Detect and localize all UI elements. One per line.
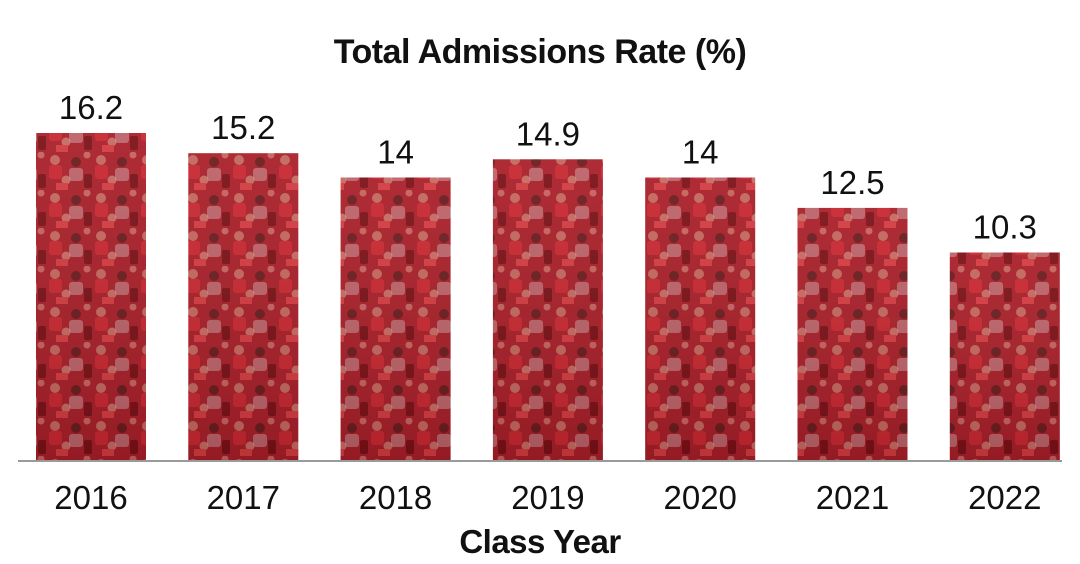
bar-shade-2019 (492, 159, 603, 462)
value-label-2018: 14 (377, 134, 414, 171)
x-tick-labels: 2016 2017 2018 2019 2020 2021 2022 (54, 479, 1041, 516)
bar-shade-2018 (340, 177, 451, 461)
bars-layer: 16.2 15.2 14 14.9 14 12.5 10.3 (36, 89, 1060, 462)
bar-shade-2016 (36, 133, 146, 461)
value-label-2017: 15.2 (211, 109, 275, 146)
x-tick-2022: 2022 (968, 479, 1041, 516)
bar-shade-2022 (949, 252, 1060, 461)
value-label-2016: 16.2 (59, 89, 123, 126)
chart-title: Total Admissions Rate (%) (334, 33, 747, 71)
value-label-2022: 10.3 (973, 209, 1037, 246)
x-tick-2018: 2018 (359, 479, 432, 516)
bar-shade-2021 (797, 207, 908, 461)
bar-shade-2020 (645, 177, 756, 461)
x-tick-2017: 2017 (207, 479, 280, 516)
x-tick-2016: 2016 (54, 479, 127, 516)
x-axis-title: Class Year (459, 523, 621, 560)
value-label-2021: 12.5 (820, 164, 884, 201)
value-label-2020: 14 (682, 134, 719, 171)
x-tick-2019: 2019 (511, 479, 584, 516)
value-label-2019: 14.9 (516, 115, 580, 152)
bar-shade-2017 (188, 153, 299, 461)
x-tick-2021: 2021 (816, 479, 889, 516)
x-tick-2020: 2020 (663, 479, 736, 516)
